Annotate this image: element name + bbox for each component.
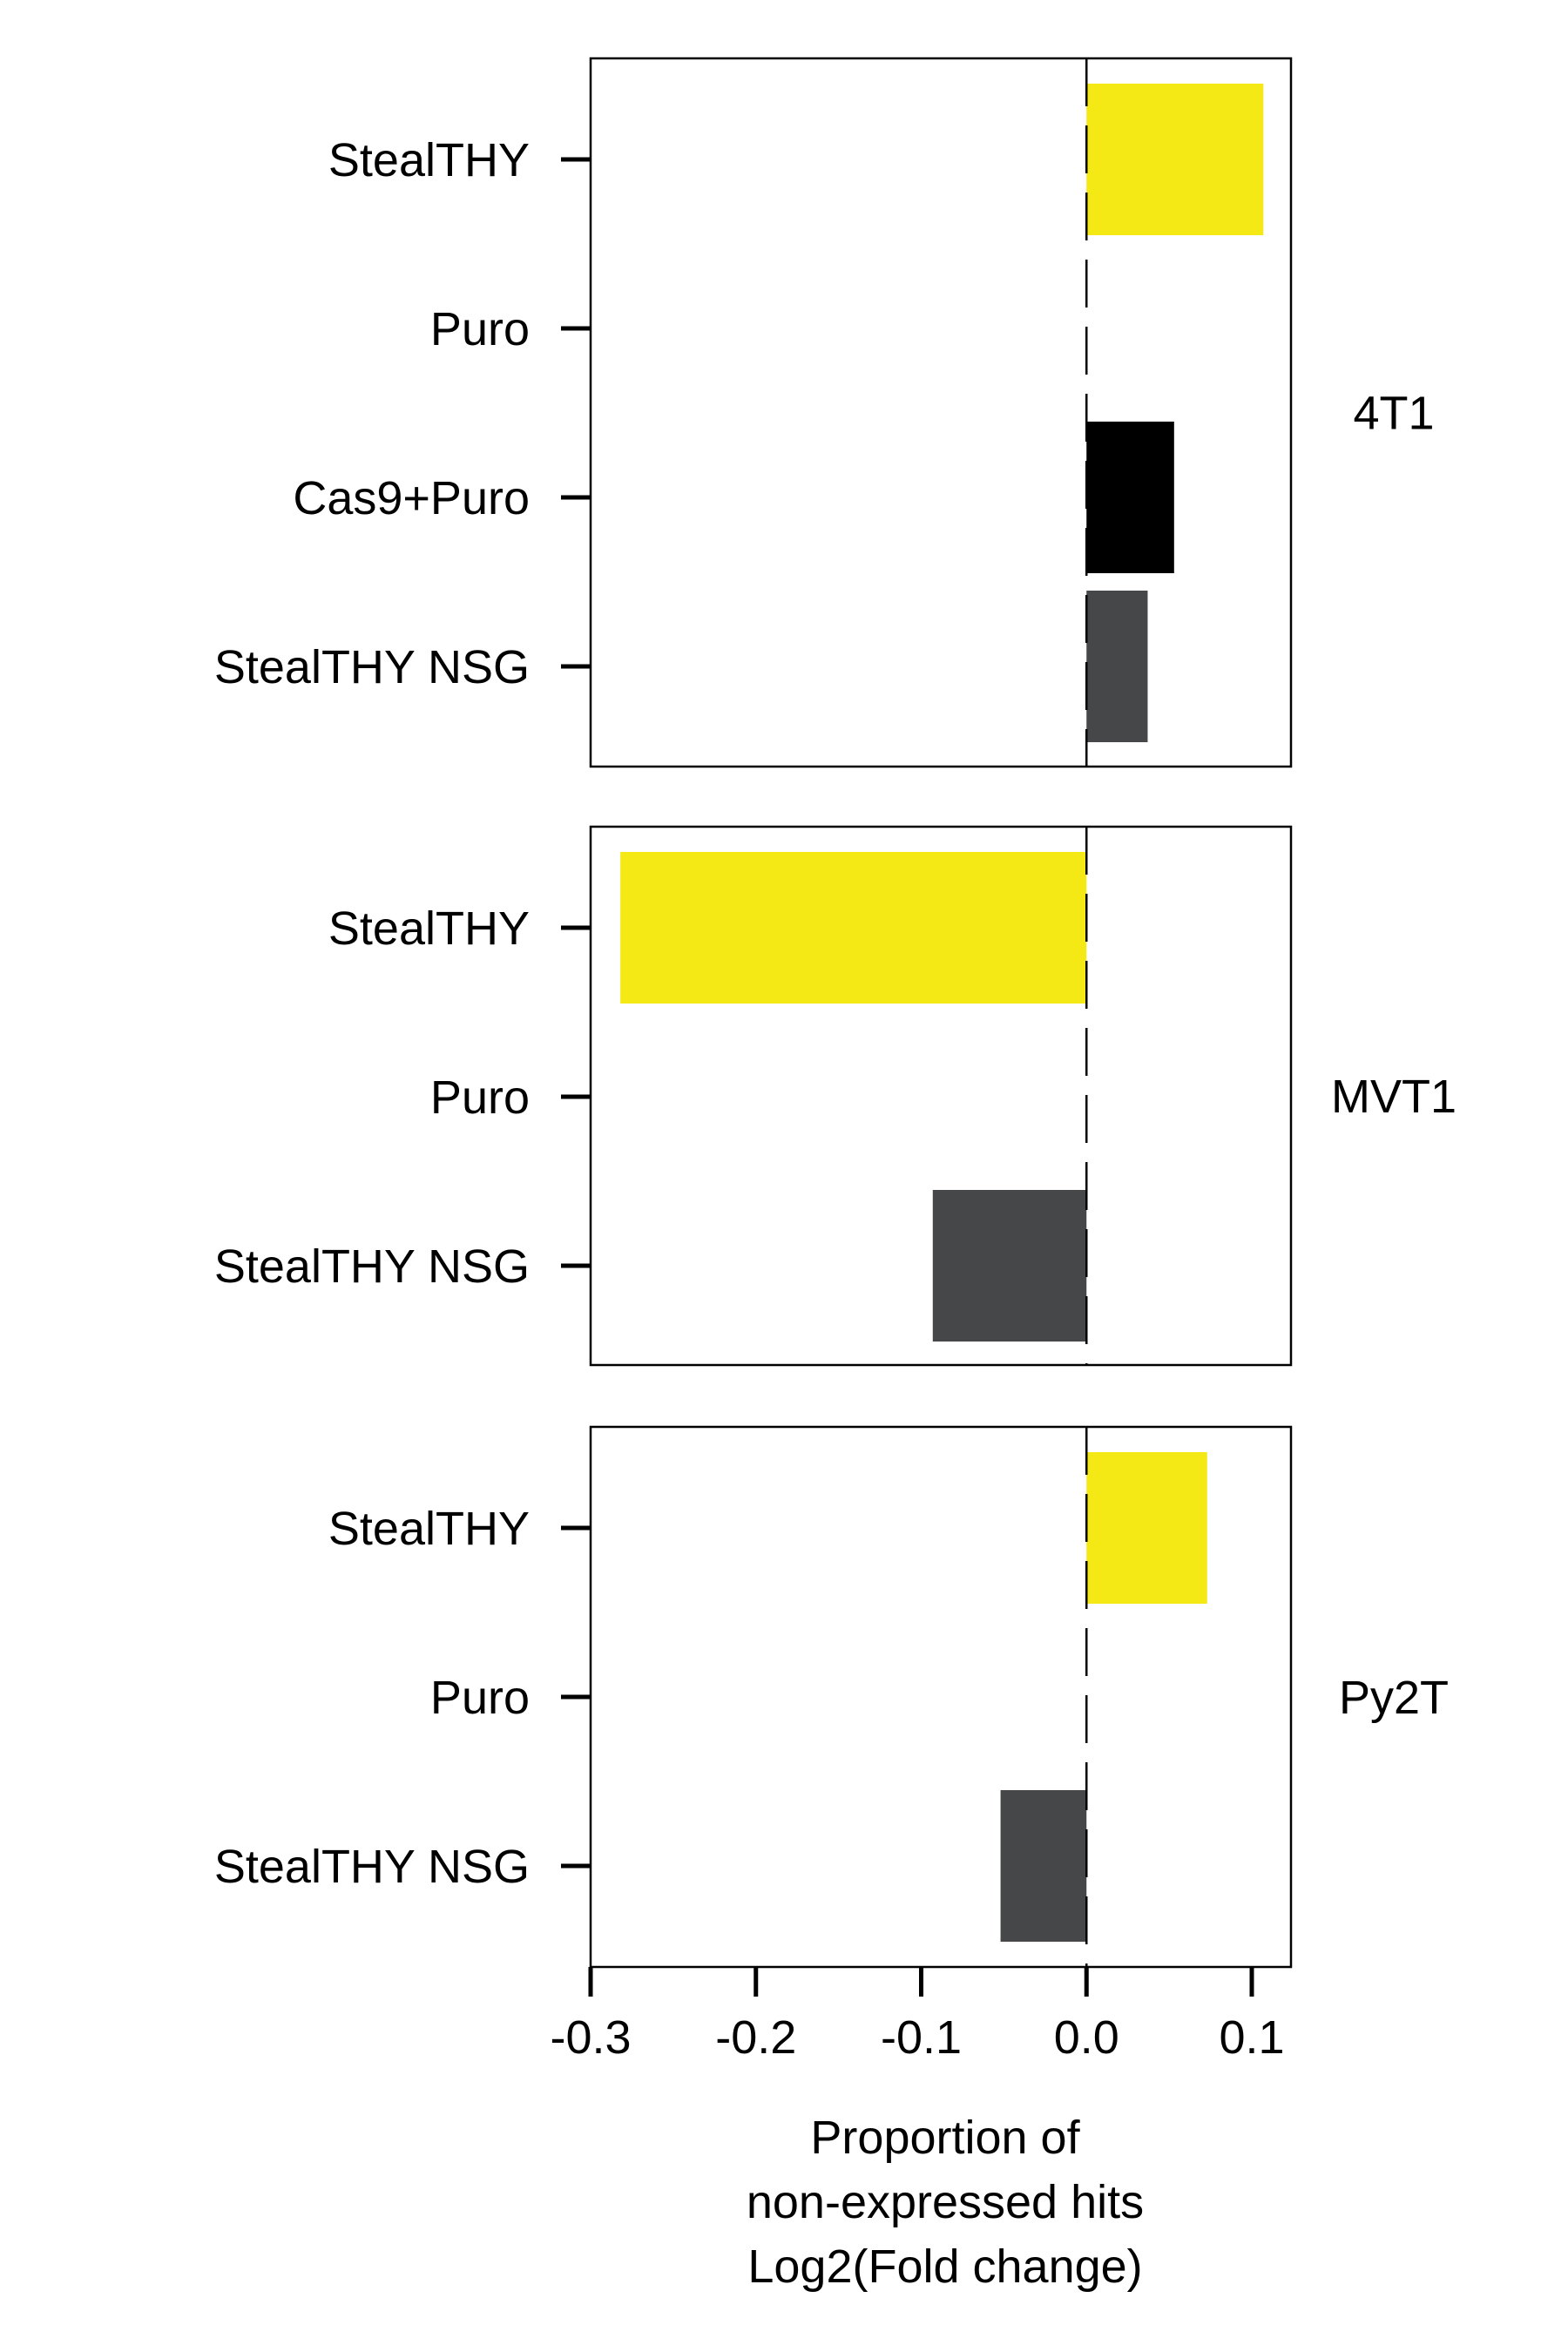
facet-label-mvt1: MVT1 [1331, 1071, 1456, 1123]
x-tick-label: 0.1 [1219, 2011, 1284, 2064]
panel-mvt1: StealTHY Puro StealTHY NSG MVT1 [214, 825, 1456, 1367]
y-label-stealthy-nsg: StealTHY NSG [214, 1240, 530, 1293]
bar-4t1-stealthy [1086, 84, 1264, 235]
x-axis: -0.3 -0.2 -0.1 0.0 0.1 [550, 1967, 1285, 2064]
y-label-puro: Puro [430, 1672, 530, 1724]
x-tick-label: -0.1 [881, 2011, 962, 2064]
y-label-stealthy-nsg: StealTHY NSG [214, 1841, 530, 1893]
y-label-stealthy: StealTHY [328, 902, 530, 955]
bar-mvt1-stealthy-nsg [932, 1190, 1087, 1342]
bar-py2t-stealthy-nsg [1000, 1790, 1087, 1942]
facet-label-4t1: 4T1 [1353, 388, 1434, 440]
bar-mvt1-stealthy [620, 852, 1087, 1004]
y-label-stealthy: StealTHY [328, 134, 530, 186]
x-axis-label-line-1: Proportion of [810, 2112, 1080, 2164]
x-tick-label: 0.0 [1054, 2011, 1119, 2064]
y-label-cas9-puro: Cas9+Puro [293, 472, 530, 524]
bar-4t1-cas9-puro [1086, 422, 1174, 573]
bar-4t1-stealthy-nsg [1086, 591, 1148, 742]
bar-py2t-stealthy [1086, 1452, 1207, 1604]
panel-py2t: StealTHY Puro StealTHY NSG Py2T [214, 1425, 1449, 1969]
y-label-stealthy: StealTHY [328, 1503, 530, 1555]
panel-frame [589, 825, 1293, 1367]
x-axis-label-line-2: non-expressed hits [747, 2176, 1144, 2228]
facet-label-py2t: Py2T [1339, 1672, 1449, 1724]
y-label-puro: Puro [430, 1071, 530, 1124]
panel-frame [589, 57, 1293, 768]
x-tick-label: -0.2 [715, 2011, 796, 2064]
x-tick-label: -0.3 [550, 2011, 631, 2064]
panel-4t1: StealTHY Puro Cas9+Puro StealTHY NSG 4T1 [214, 57, 1435, 768]
x-axis-label-line-3: Log2(Fold change) [747, 2240, 1142, 2293]
panel-frame [589, 1425, 1293, 1969]
y-label-stealthy-nsg: StealTHY NSG [214, 641, 530, 693]
y-label-puro: Puro [430, 303, 530, 355]
